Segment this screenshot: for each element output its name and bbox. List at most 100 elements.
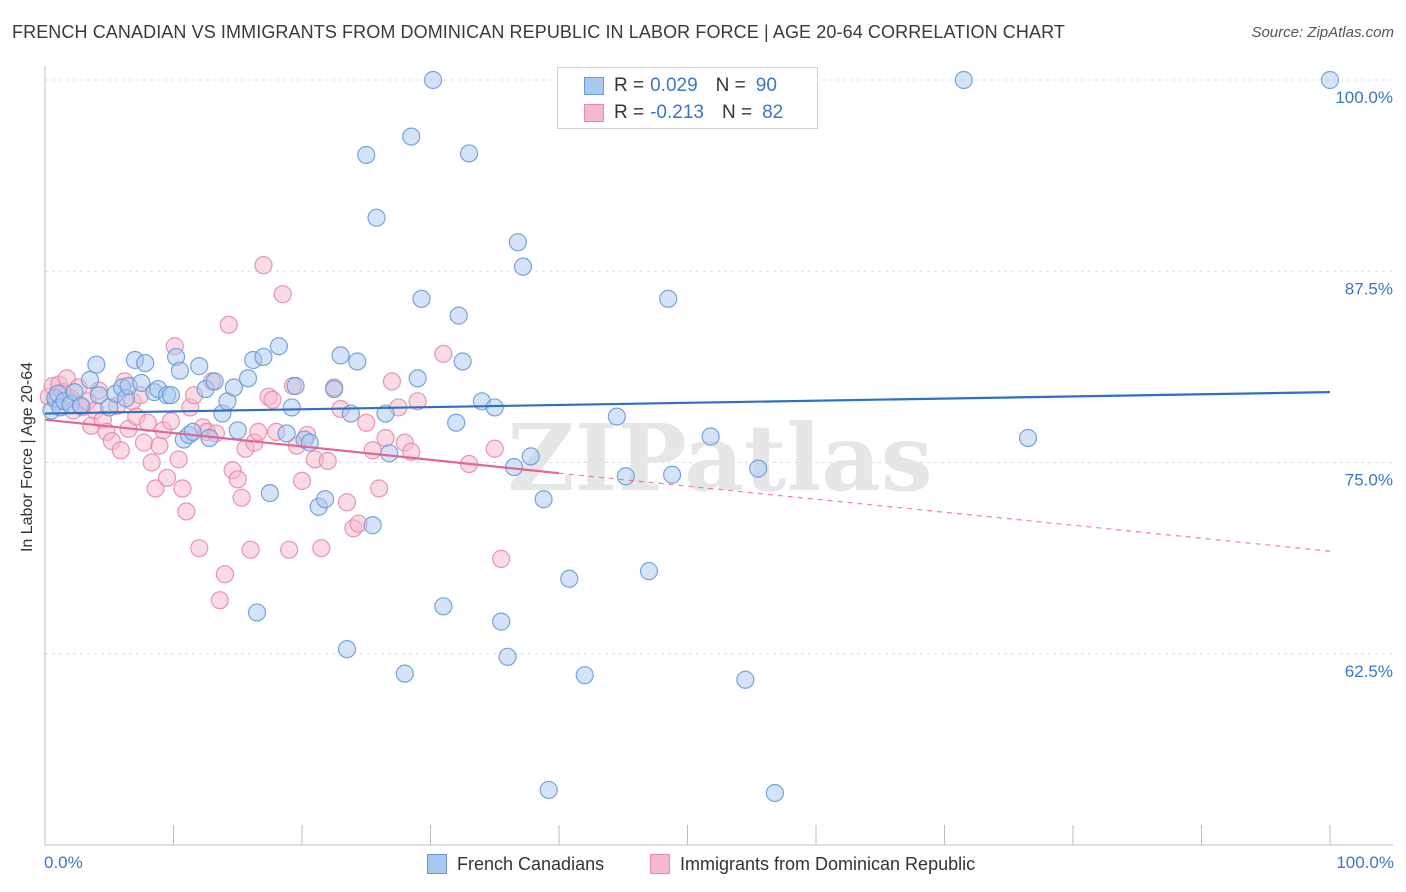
point-french-canadians bbox=[492, 612, 511, 631]
point-french-canadians bbox=[662, 465, 682, 484]
point-french-canadians bbox=[449, 306, 468, 325]
point-dominican-republic bbox=[408, 392, 427, 411]
point-dominican-republic bbox=[363, 441, 382, 460]
point-french-canadians bbox=[616, 467, 635, 486]
point-dominican-republic bbox=[150, 436, 169, 455]
y-tick-labels: 62.5% 75.0% 87.5% 100.0% bbox=[1335, 88, 1393, 681]
point-french-canadians bbox=[560, 569, 579, 588]
point-french-canadians bbox=[447, 413, 466, 432]
point-french-canadians bbox=[607, 407, 626, 426]
point-dominican-republic bbox=[169, 450, 188, 469]
source-label: Source: ZipAtlas.com bbox=[1251, 24, 1394, 41]
point-french-canadians bbox=[260, 484, 279, 503]
point-dominican-republic bbox=[280, 540, 299, 559]
y-tick-label: 100.0% bbox=[1335, 88, 1393, 107]
point-french-canadians bbox=[170, 361, 190, 380]
point-french-canadians bbox=[228, 421, 247, 440]
y-tick-label: 75.0% bbox=[1345, 471, 1393, 490]
point-dominican-republic bbox=[134, 433, 154, 452]
r-label: R = bbox=[614, 75, 645, 96]
point-french-canadians bbox=[485, 398, 504, 417]
point-french-canadians bbox=[71, 396, 91, 415]
n-label: N = bbox=[715, 75, 746, 96]
point-french-canadians bbox=[282, 398, 301, 417]
point-french-canadians bbox=[277, 424, 296, 443]
point-french-canadians bbox=[286, 376, 305, 396]
trend-line-dominican-republic bbox=[44, 418, 560, 475]
point-dominican-republic bbox=[357, 413, 376, 432]
point-dominican-republic bbox=[157, 468, 177, 487]
point-french-canadians bbox=[132, 373, 151, 393]
pink-swatch bbox=[650, 854, 670, 874]
correlation-legend: R = 0.029 N = 90 R = -0.213 N = 82 bbox=[557, 67, 818, 129]
point-french-canadians bbox=[539, 780, 558, 800]
point-dominican-republic bbox=[228, 470, 247, 489]
n-label: N = bbox=[721, 102, 753, 123]
point-french-canadians bbox=[367, 208, 386, 227]
point-dominican-republic bbox=[173, 479, 192, 498]
point-french-canadians bbox=[136, 353, 155, 373]
r-label: R = bbox=[614, 102, 645, 123]
point-french-canadians bbox=[513, 257, 533, 276]
point-french-canadians bbox=[575, 666, 594, 685]
point-french-canadians bbox=[87, 355, 106, 374]
point-french-canadians bbox=[765, 783, 784, 803]
point-dominican-republic bbox=[318, 451, 337, 471]
point-dominican-republic bbox=[254, 256, 273, 275]
point-french-canadians bbox=[749, 459, 768, 478]
point-french-canadians bbox=[247, 603, 267, 622]
point-french-canadians bbox=[659, 289, 678, 308]
point-dominican-republic bbox=[382, 372, 402, 391]
axes bbox=[44, 66, 1393, 846]
point-french-canadians bbox=[954, 70, 973, 90]
point-french-canadians bbox=[316, 490, 335, 509]
watermark: ZIPatlas bbox=[507, 404, 932, 512]
legend-label: Immigrants from Dominican Republic bbox=[680, 853, 976, 874]
point-french-canadians bbox=[380, 444, 399, 463]
point-french-canadians bbox=[190, 357, 209, 376]
point-french-canadians bbox=[254, 347, 273, 367]
point-french-canadians bbox=[521, 447, 540, 466]
point-dominican-republic bbox=[146, 479, 165, 498]
point-dominican-republic bbox=[210, 591, 229, 610]
point-dominican-republic bbox=[485, 439, 504, 458]
point-french-canadians bbox=[412, 289, 431, 308]
point-dominican-republic bbox=[241, 540, 260, 559]
point-french-canadians bbox=[331, 346, 350, 365]
blue-swatch bbox=[427, 854, 447, 874]
point-french-canadians bbox=[238, 369, 258, 388]
n-value: 82 bbox=[762, 102, 784, 123]
point-dominican-republic bbox=[161, 412, 181, 431]
x-tick-label-min: 0.0% bbox=[44, 853, 83, 872]
y-tick-label: 62.5% bbox=[1345, 662, 1393, 681]
point-french-canadians bbox=[395, 664, 414, 683]
point-french-canadians bbox=[325, 379, 344, 399]
point-dominican-republic bbox=[492, 549, 511, 568]
trend-line-french-canadians bbox=[44, 391, 1331, 415]
point-french-canadians bbox=[701, 427, 720, 446]
point-french-canadians bbox=[161, 386, 181, 405]
point-dominican-republic bbox=[402, 442, 421, 461]
point-french-canadians bbox=[376, 404, 395, 423]
point-french-canadians bbox=[348, 352, 367, 371]
point-french-canadians bbox=[80, 370, 100, 389]
point-french-canadians bbox=[402, 127, 421, 146]
y-axis-label: In Labor Force | Age 20-64 bbox=[19, 361, 36, 553]
point-dominican-republic bbox=[177, 502, 196, 521]
y-tick-label: 87.5% bbox=[1345, 279, 1393, 298]
point-dominican-republic bbox=[111, 441, 130, 460]
point-dominican-republic bbox=[434, 344, 453, 363]
point-french-canadians bbox=[736, 670, 755, 689]
point-french-canadians bbox=[337, 640, 357, 659]
point-dominican-republic bbox=[370, 479, 389, 498]
point-french-canadians bbox=[639, 562, 659, 581]
point-dominican-republic bbox=[292, 471, 312, 490]
r-value: -0.213 bbox=[650, 102, 704, 123]
point-french-canadians bbox=[224, 378, 243, 397]
point-french-canadians bbox=[459, 144, 479, 163]
point-french-canadians bbox=[498, 647, 517, 666]
point-french-canadians bbox=[508, 233, 527, 252]
chart-title: FRENCH CANADIAN VS IMMIGRANTS FROM DOMIN… bbox=[12, 22, 1065, 42]
point-french-canadians bbox=[205, 372, 224, 391]
